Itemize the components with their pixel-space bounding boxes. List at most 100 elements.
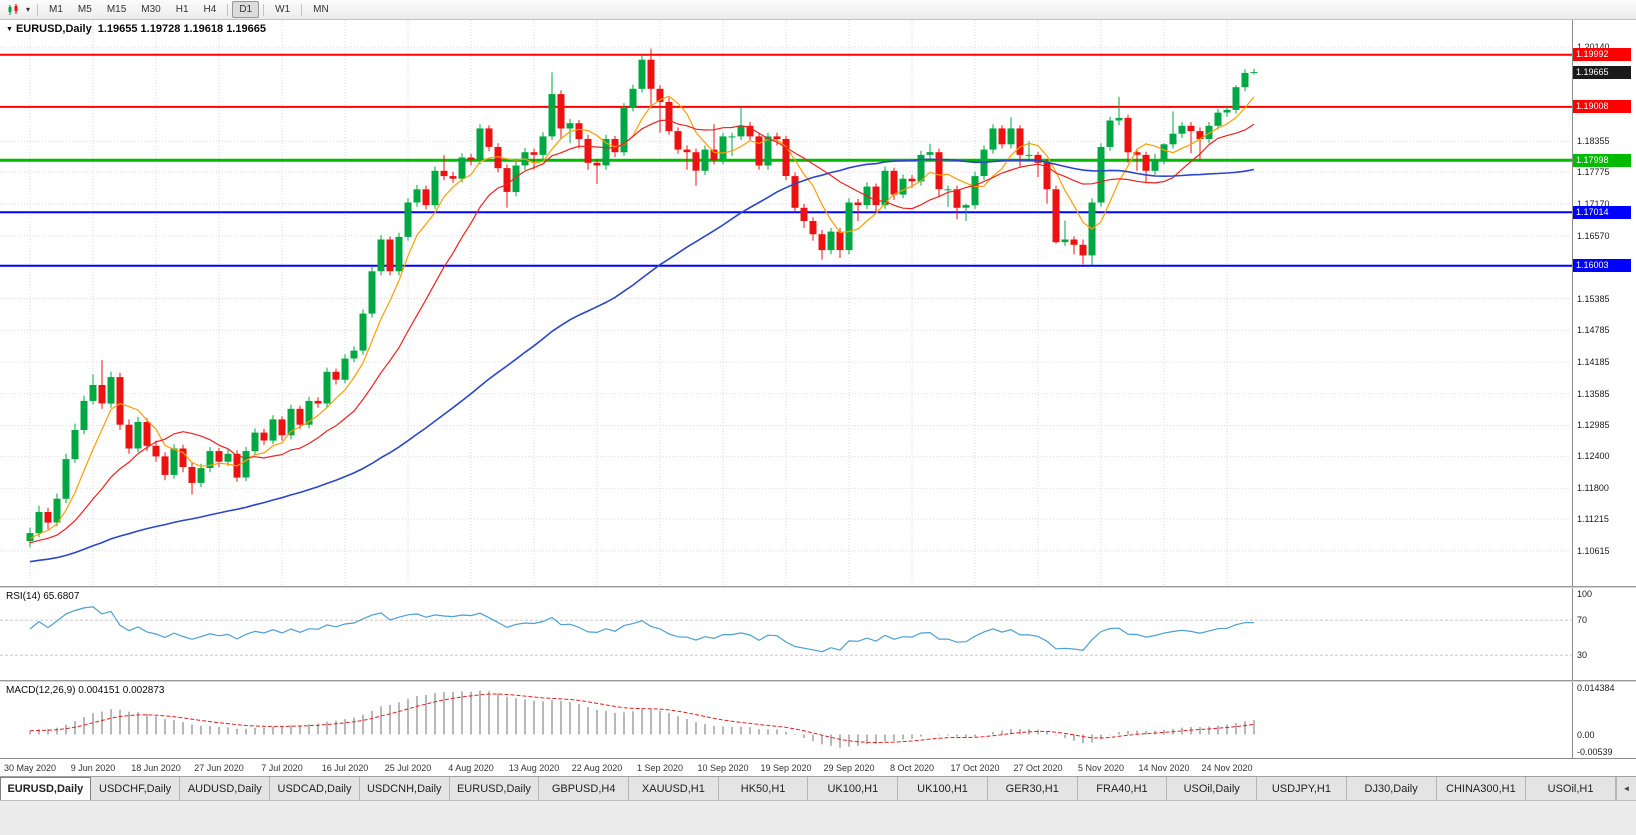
timeframe-button-m1[interactable]: M1 bbox=[49, 4, 63, 15]
price-axis-label: 1.11215 bbox=[1577, 514, 1609, 525]
macd-indicator-panel: 0.014384 0.00 -0.00539 MACD(12,26,9) 0.004… bbox=[0, 682, 1636, 758]
timeframe-button-d1[interactable]: D1 bbox=[232, 1, 260, 18]
date-label: 19 Sep 2020 bbox=[760, 763, 812, 773]
date-label: 25 Jul 2020 bbox=[384, 763, 432, 773]
toolbar-separator bbox=[263, 3, 265, 16]
line-price-badge: 1.19992 bbox=[1573, 48, 1631, 62]
date-label: 8 Oct 2020 bbox=[889, 763, 935, 773]
time-axis[interactable]: 30 May 2020 9 Jun 2020 18 Jun 2020 27 Jun 2… bbox=[0, 758, 1636, 776]
date-label: 1 Sep 2020 bbox=[636, 763, 684, 773]
price-axis-label: 1.13585 bbox=[1577, 388, 1610, 399]
candles bbox=[26, 48, 1258, 548]
price-axis-label: 1.14785 bbox=[1577, 325, 1610, 336]
status-bar bbox=[0, 800, 1636, 835]
rsi-label: RSI(14) 65.6807 bbox=[6, 591, 80, 602]
timeframe-buttons: M1 M5 M15 M30 H1 H4 D1 W1 MN bbox=[42, 1, 336, 18]
chart-symbol-menu-icon[interactable]: ▼ bbox=[6, 26, 13, 33]
price-chart-canvas[interactable] bbox=[0, 20, 1572, 586]
candlestick-chart-icon[interactable] bbox=[4, 3, 24, 17]
chart-tab-eurusd-daily-5[interactable]: EURUSD,Daily bbox=[450, 777, 540, 800]
rsi-axis-label: 100 bbox=[1577, 589, 1593, 599]
chart-tab-usdjpy-h1-14[interactable]: USDJPY,H1 bbox=[1257, 777, 1347, 800]
timeframe-button-m15[interactable]: M15 bbox=[106, 4, 127, 15]
timeframe-button-m5[interactable]: M5 bbox=[77, 4, 92, 15]
current-price-badge: 1.19665 bbox=[1573, 65, 1631, 79]
price-axis[interactable]: 1.20140 1.18355 1.17775 1.17170 1.16570 1.153… bbox=[1572, 20, 1636, 586]
price-axis-label: 1.14185 bbox=[1577, 356, 1610, 367]
date-label: 24 Nov 2020 bbox=[1201, 763, 1253, 773]
date-label: 4 Aug 2020 bbox=[448, 763, 494, 773]
date-label: 17 Oct 2020 bbox=[950, 763, 1000, 773]
timeframe-button-w1[interactable]: W1 bbox=[275, 4, 291, 15]
chart-title: ▼ EURUSD,Daily 1.19655 1.19728 1.19618 1.1… bbox=[6, 23, 266, 35]
line-price-badge: 1.16003 bbox=[1573, 259, 1631, 273]
date-label: 10 Sep 2020 bbox=[697, 763, 749, 773]
rsi-axis-label: 30 bbox=[1577, 650, 1588, 661]
chart-tab-dj30-daily-15[interactable]: DJ30,Daily bbox=[1347, 777, 1437, 800]
macd-canvas[interactable] bbox=[0, 682, 1572, 758]
date-label: 13 Aug 2020 bbox=[508, 763, 560, 773]
rsi-canvas[interactable] bbox=[0, 588, 1572, 680]
rsi-axis[interactable]: 100 70 30 bbox=[1572, 588, 1636, 680]
chart-tabs-bar: EURUSD,Daily USDCHF,Daily AUDUSD,Daily USDC… bbox=[0, 776, 1636, 800]
chart-tab-uk100-h1-9[interactable]: UK100,H1 bbox=[808, 777, 899, 800]
chart-tab-usdchf-daily-1[interactable]: USDCHF,Daily bbox=[91, 777, 181, 800]
date-label: 29 Sep 2020 bbox=[823, 763, 875, 773]
panel-splitter[interactable] bbox=[0, 680, 1636, 682]
chart-tab-xauusd-h1-7[interactable]: XAUUSD,H1 bbox=[629, 777, 719, 800]
toolbar-separator bbox=[37, 3, 39, 16]
price-axis-label: 1.18355 bbox=[1577, 136, 1610, 147]
chart-tab-usdcad-daily-3[interactable]: USDCAD,Daily bbox=[270, 777, 360, 800]
chart-tab-audusd-daily-2[interactable]: AUDUSD,Daily bbox=[180, 777, 271, 800]
timeframe-button-h4[interactable]: H4 bbox=[203, 4, 217, 15]
panel-splitter[interactable] bbox=[0, 586, 1636, 588]
chart-tab-uk100-h1-10[interactable]: UK100,H1 bbox=[898, 777, 988, 800]
price-axis-label: 1.12985 bbox=[1577, 420, 1610, 431]
date-label: 27 Jun 2020 bbox=[194, 763, 244, 773]
price-axis-label: 1.15385 bbox=[1577, 293, 1610, 304]
chart-tab-gbpusd-h4-6[interactable]: GBPUSD,H4 bbox=[539, 777, 630, 800]
timeframe-toolbar: ▾ M1 M5 M15 M30 H1 H4 D1 W1 MN bbox=[0, 0, 1636, 20]
macd-label: MACD(12,26,9) 0.004151 0.002873 bbox=[6, 685, 165, 696]
date-label: 14 Nov 2020 bbox=[1138, 763, 1190, 773]
date-label: 22 Aug 2020 bbox=[571, 763, 623, 773]
date-label: 9 Jun 2020 bbox=[70, 763, 116, 773]
macd-axis-label: 0.00 bbox=[1577, 729, 1595, 740]
price-axis-label: 1.20140 bbox=[1577, 41, 1610, 52]
date-label: 5 Nov 2020 bbox=[1077, 763, 1125, 773]
price-axis-label: 1.11800 bbox=[1577, 483, 1609, 494]
chart-tab-china300-h1-16[interactable]: CHINA300,H1 bbox=[1437, 777, 1527, 800]
macd-axis-label: -0.00539 bbox=[1577, 746, 1613, 757]
date-label: 16 Jul 2020 bbox=[321, 763, 369, 773]
chart-tab-hk50-h1-8[interactable]: HK50,H1 bbox=[719, 777, 809, 800]
macd-histogram bbox=[29, 690, 1255, 748]
rsi-indicator-panel: 100 70 30 RSI(14) 65.6807 bbox=[0, 588, 1636, 680]
line-price-badge: 1.17014 bbox=[1573, 205, 1631, 219]
date-label: 18 Jun 2020 bbox=[131, 763, 181, 773]
chart-tab-eurusd-daily-0[interactable]: EURUSD,Daily bbox=[0, 777, 91, 800]
chart-tab-usoil-daily-13[interactable]: USOil,Daily bbox=[1167, 777, 1258, 800]
line-price-badge: 1.19008 bbox=[1573, 100, 1631, 114]
macd-axis[interactable]: 0.014384 0.00 -0.00539 bbox=[1572, 682, 1636, 758]
timeframe-button-h1[interactable]: H1 bbox=[175, 4, 189, 15]
toolbar-separator bbox=[301, 3, 303, 16]
line-price-badge: 1.17998 bbox=[1573, 153, 1631, 167]
main-chart-panel: 1.20140 1.18355 1.17775 1.17170 1.16570 1.153… bbox=[0, 20, 1636, 586]
chart-type-dropdown-icon[interactable]: ▾ bbox=[26, 5, 31, 14]
chart-tab-ger30-h1-11[interactable]: GER30,H1 bbox=[988, 777, 1078, 800]
timeframe-button-m30[interactable]: M30 bbox=[141, 4, 161, 15]
price-axis-label: 1.10615 bbox=[1577, 545, 1610, 556]
timeframe-button-mn[interactable]: MN bbox=[313, 4, 329, 15]
moving-average-lines bbox=[29, 95, 1255, 563]
rsi-axis-label: 70 bbox=[1577, 615, 1588, 626]
price-axis-label: 1.17170 bbox=[1577, 199, 1610, 210]
chart-tab-usdcnh-daily-4[interactable]: USDCNH,Daily bbox=[360, 777, 450, 800]
macd-signal-line bbox=[29, 693, 1255, 744]
toolbar-separator bbox=[227, 3, 229, 16]
chart-tab-usoil-h1-17[interactable]: USOil,H1 bbox=[1526, 777, 1616, 800]
chart-tab-fra40-h1-12[interactable]: FRA40,H1 bbox=[1078, 777, 1168, 800]
chart-ohlc-values: 1.19655 1.19728 1.19618 1.19665 bbox=[97, 23, 266, 35]
chart-symbol-label: EURUSD,Daily bbox=[15, 23, 92, 35]
grid-lines bbox=[0, 20, 1572, 586]
tab-scroll-left-icon[interactable]: ◄ bbox=[1615, 777, 1636, 800]
